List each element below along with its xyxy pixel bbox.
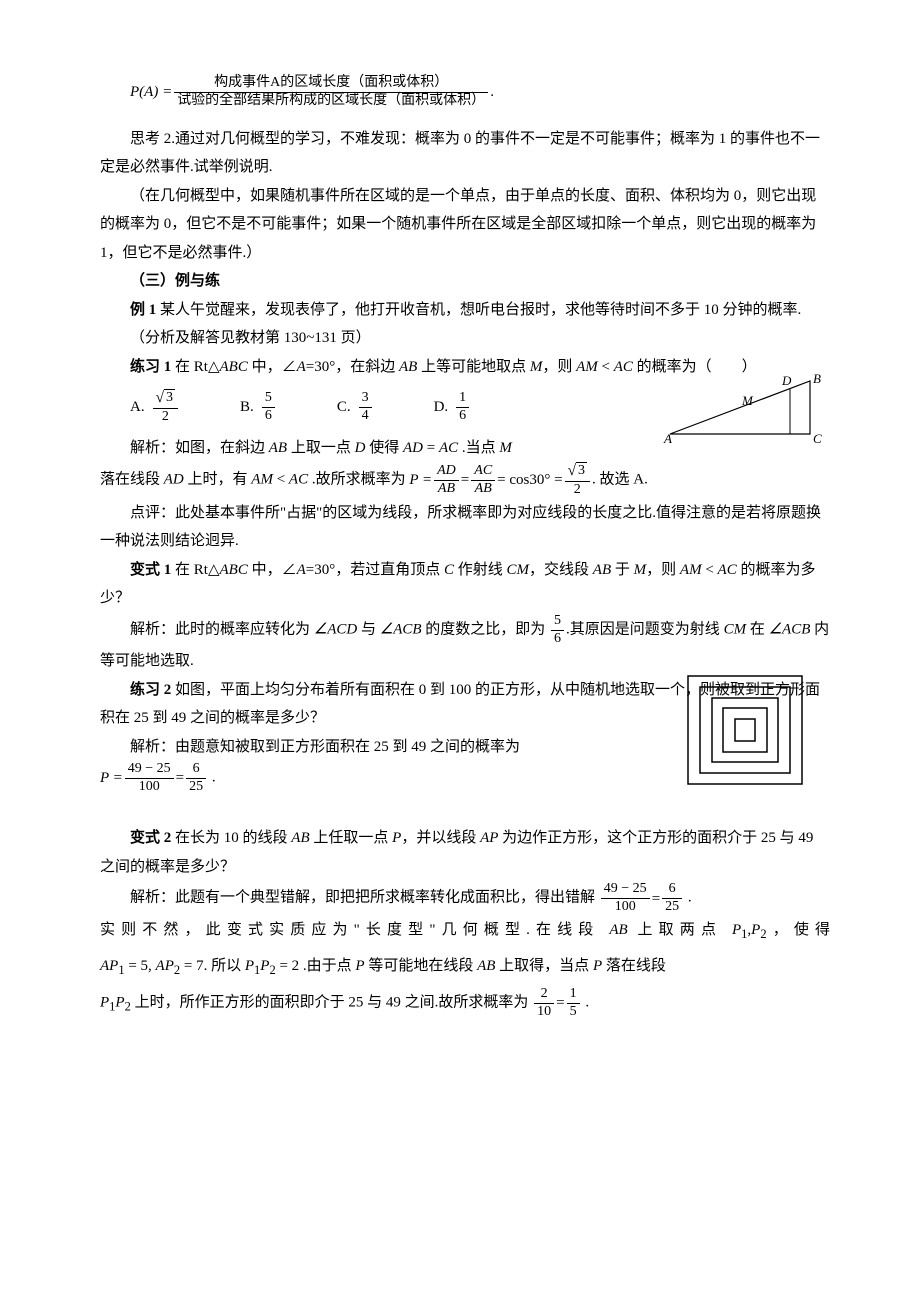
practice-2-label: 练习 2 [130, 682, 171, 698]
think2-answer: （在几何概型中，如果随机事件所在区域的是一个单点，由于单点的长度、面积、体积均为… [100, 182, 830, 268]
option-d: D. 1 6 [434, 390, 472, 425]
svg-text:D: D [781, 373, 792, 388]
variant-2-solution-4: P1P2 上时，所作正方形的面积即介于 25 与 49 之间.故所求概率为 21… [100, 986, 830, 1021]
variant-2: 变式 2 在长为 10 的线段 AB 上任取一点 P，并以线段 AP 为边作正方… [100, 824, 830, 881]
triangle-figure: A B C D M [660, 369, 830, 449]
practice-2-solution-text: 解析：由题意知被取到正方形面积在 25 到 49 之间的概率为 [100, 733, 660, 762]
option-b: B. 5 6 [240, 390, 277, 425]
example-1-ref: （分析及解答见教材第 130~131 页） [100, 324, 830, 353]
variant-1: 变式 1 在 Rt△ABC 中，∠A=30°，若过直角顶点 C 作射线 CM，交… [100, 556, 830, 613]
practice-1-comment: 点评：此处基本事件所"占据"的区域为线段，所求概率即为对应线段的长度之比.值得注… [100, 499, 830, 556]
nested-squares-figure [680, 671, 810, 791]
think2: 思考 2.通过对几何概型的学习，不难发现：概率为 0 的事件不一定是不可能事件；… [100, 125, 830, 182]
variant-2-solution-2: 实则不然，此变式实质应为"长度型"几何概型.在线段 AB 上取两点 P1,P2，… [100, 916, 830, 947]
svg-text:B: B [813, 371, 821, 386]
section-3-heading: （三）例与练 [100, 267, 830, 296]
variant-1-solution: 解析：此时的概率应转化为 ∠ACD 与 ∠ACB 的度数之比，即为 56.其原因… [100, 613, 830, 676]
pa-frac: 构成事件A的区域长度（面积或体积） 试验的全部结果所构成的区域长度（面积或体积） [174, 75, 488, 110]
options-and-figure: A. √3 2 B. 5 6 C. 3 4 D. 1 6 [100, 389, 830, 462]
option-a: A. √3 2 [130, 389, 180, 426]
practice-1-label: 练习 1 [130, 359, 171, 375]
variant-2-solution-1: 解析：此题有一个典型错解，即把把所求概率转化成面积比，得出错解 49 − 251… [100, 881, 830, 916]
variant-2-solution-3: AP1 = 5, AP2 = 7. 所以 P1P2 = 2 .由于点 P 等可能… [100, 947, 830, 987]
variant-2-label: 变式 2 [130, 830, 171, 846]
formula-pa: P(A) = 构成事件A的区域长度（面积或体积） 试验的全部结果所构成的区域长度… [130, 75, 830, 110]
practice-2-block: 练习 2 如图，平面上均匀分布着所有面积在 0 到 100 的正方形，从中随机地… [100, 676, 830, 796]
svg-text:A: A [663, 431, 672, 446]
option-c: C. 3 4 [337, 390, 374, 425]
pa-lhs: P(A) = [130, 78, 172, 107]
example-1-label: 例 1 [130, 302, 156, 318]
variant-1-label: 变式 1 [130, 562, 171, 578]
svg-text:M: M [741, 393, 754, 408]
svg-text:C: C [813, 431, 822, 446]
example-1: 例 1 某人午觉醒来，发现表停了，他打开收音机，想听电台报时，求他等待时间不多于… [100, 296, 830, 325]
practice-1-solution-line2: 落在线段 AD 上时，有 AM < AC .故所求概率为 P = ADAB = … [100, 462, 830, 499]
practice-1-solution-line1: 解析：如图，在斜边 AB 上取一点 D 使得 AD = AC .当点 M [100, 434, 650, 463]
